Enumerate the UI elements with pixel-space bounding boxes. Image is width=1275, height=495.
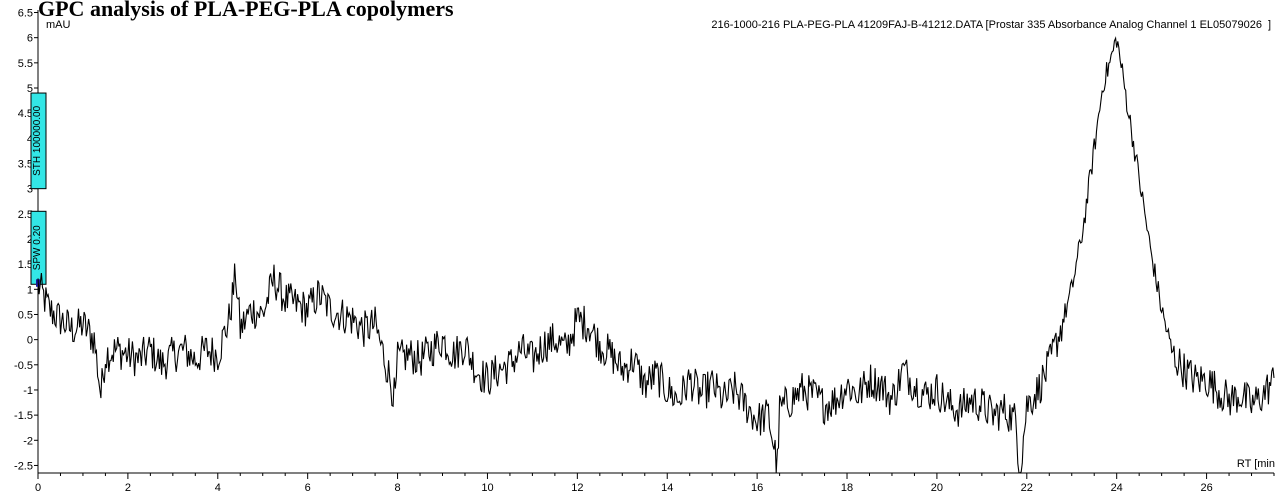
marker-box bbox=[30, 92, 47, 190]
marker-label: STH 100000.00 bbox=[32, 105, 43, 175]
y-axis-unit: mAU bbox=[46, 19, 71, 31]
y-tick-label: 0.5 bbox=[18, 309, 33, 321]
y-tick-label: 3.5 bbox=[18, 158, 33, 170]
y-tick-label: 3 bbox=[27, 184, 33, 196]
x-tick-label: 10 bbox=[481, 482, 493, 494]
y-tick-label: -0.5 bbox=[14, 360, 33, 372]
x-tick-label: 4 bbox=[215, 482, 221, 494]
x-tick-label: 26 bbox=[1200, 482, 1212, 494]
y-tick-label: -1 bbox=[23, 385, 33, 397]
y-tick-label: 2 bbox=[27, 234, 33, 246]
trace-file-label: 216-1000-216 PLA-PEG-PLA 41209FAJ-B-4121… bbox=[711, 19, 1262, 31]
x-tick-label: 14 bbox=[661, 482, 673, 494]
x-tick-label: 18 bbox=[841, 482, 853, 494]
x-tick-label: 8 bbox=[395, 482, 401, 494]
y-tick-label: -2.5 bbox=[14, 460, 33, 472]
chromatogram-trace bbox=[37, 36, 1275, 474]
y-tick-label: 0 bbox=[27, 335, 33, 347]
x-axis-label: RT [min bbox=[1237, 458, 1275, 470]
x-tick-label: 20 bbox=[931, 482, 943, 494]
y-tick-label: 1.5 bbox=[18, 259, 33, 271]
x-tick-label: 6 bbox=[305, 482, 311, 494]
y-tick-label: 6 bbox=[27, 33, 33, 45]
x-tick-label: 0 bbox=[35, 482, 41, 494]
marker-label: SPW 0.20 bbox=[32, 225, 43, 270]
chart-title: GPC analysis of PLA-PEG-PLA copolymers bbox=[38, 0, 454, 21]
y-tick-label: 1 bbox=[27, 284, 33, 296]
y-tick-label: 2.5 bbox=[18, 209, 33, 221]
x-tick-label: 22 bbox=[1021, 482, 1033, 494]
x-tick-label: 2 bbox=[125, 482, 131, 494]
y-tick-label: 6.5 bbox=[18, 8, 33, 20]
y-tick-label: 4 bbox=[27, 133, 33, 145]
trace-file-label-tail: ] bbox=[1268, 19, 1271, 31]
y-tick-label: -1.5 bbox=[14, 410, 33, 422]
y-tick-label: -2 bbox=[23, 435, 33, 447]
x-axis-ticks: 0 2 4 6 8 10 12 14 16 18 20 22 24 26 bbox=[35, 473, 1275, 494]
y-tick-label: 5.5 bbox=[18, 58, 33, 70]
x-tick-label: 24 bbox=[1111, 482, 1123, 494]
peak-markers: STH 100000.00 SPW 0.20 bbox=[30, 92, 47, 287]
y-tick-label: 5 bbox=[27, 83, 33, 95]
y-tick-label: 4.5 bbox=[18, 108, 33, 120]
x-tick-label: 16 bbox=[751, 482, 763, 494]
x-tick-label: 12 bbox=[571, 482, 583, 494]
